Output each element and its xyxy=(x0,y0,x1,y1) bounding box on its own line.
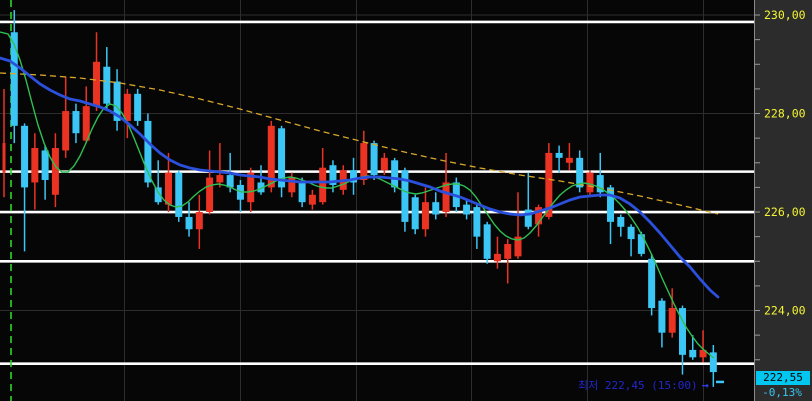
last-price-badge: 222,55 xyxy=(756,371,810,385)
candle-body xyxy=(308,194,316,205)
candle-body xyxy=(678,308,686,355)
candle-body xyxy=(113,81,121,121)
candle-body xyxy=(298,182,306,203)
candle-body xyxy=(236,184,244,200)
candle-body xyxy=(103,66,111,104)
last-price-value: 222,55 xyxy=(763,371,803,384)
candle-body xyxy=(175,172,183,217)
candle-body xyxy=(493,253,501,262)
candle-body xyxy=(51,147,59,195)
candle-body xyxy=(668,308,676,333)
candle-body xyxy=(226,175,234,188)
candle-body xyxy=(504,244,512,259)
price-axis-label: 230,00 xyxy=(764,8,806,22)
candle-body xyxy=(648,258,656,309)
candle-body xyxy=(380,157,388,171)
candle-body xyxy=(319,167,327,203)
candle-body xyxy=(391,160,399,188)
candle-body xyxy=(82,106,90,141)
candle-body xyxy=(154,187,162,203)
candle-body xyxy=(195,212,203,230)
candle-body xyxy=(164,172,172,205)
candle-body xyxy=(627,226,635,240)
price-axis-label: 226,00 xyxy=(764,205,806,219)
candle-body xyxy=(350,170,358,183)
candle-body xyxy=(432,202,440,215)
candle-body xyxy=(586,172,594,193)
candle-body xyxy=(31,147,39,183)
candle-body xyxy=(689,349,697,358)
candle-body xyxy=(555,152,563,158)
candle-body xyxy=(41,150,49,181)
candle-body xyxy=(144,120,152,183)
candle-body xyxy=(709,352,717,373)
candle-body xyxy=(216,175,224,183)
candle-body xyxy=(699,349,707,358)
candle-body xyxy=(401,170,409,222)
price-axis[interactable] xyxy=(755,0,812,401)
candle-body xyxy=(658,300,666,333)
candle-body xyxy=(21,125,29,188)
candle-body xyxy=(134,93,142,121)
candle-body xyxy=(596,175,604,193)
candle-body xyxy=(463,204,471,215)
candle-body xyxy=(607,187,615,222)
candle-body xyxy=(247,172,255,203)
candle-body xyxy=(514,236,522,257)
candle-body xyxy=(329,165,337,185)
session-low-text: 최저 222,45 (15:00) xyxy=(578,379,698,392)
candle-body xyxy=(2,143,6,173)
candle-body xyxy=(278,128,286,188)
candle-body xyxy=(10,32,18,126)
candle-body xyxy=(545,152,553,217)
candle-body xyxy=(473,207,481,237)
candle-body xyxy=(535,207,543,225)
candle-body xyxy=(72,111,80,134)
candle-body xyxy=(637,234,645,254)
candle-body xyxy=(185,216,193,230)
candle-body xyxy=(421,202,429,230)
candle-body xyxy=(524,209,532,227)
candle-body xyxy=(62,111,70,151)
candle-body xyxy=(288,177,296,193)
candle-body xyxy=(257,182,265,193)
candle-body xyxy=(617,216,625,227)
session-low-annotation: 최저 222,45 (15:00) → xyxy=(578,378,709,392)
right-arrow-icon: → xyxy=(701,378,709,392)
candle-body xyxy=(576,157,584,188)
ma-mid-line xyxy=(0,56,720,299)
price-axis-label: 224,00 xyxy=(764,304,806,318)
candle-body xyxy=(411,197,419,230)
candle-body xyxy=(483,224,491,259)
candle-body xyxy=(267,125,275,188)
change-percent-label: -0,13% xyxy=(762,386,802,399)
price-axis-label: 228,00 xyxy=(764,107,806,121)
candle-body xyxy=(370,143,378,176)
candle-body xyxy=(442,182,450,213)
candle-body xyxy=(93,61,101,107)
candle-body xyxy=(360,143,368,181)
candle-body xyxy=(565,157,573,163)
candle-body xyxy=(206,177,214,213)
candle-body xyxy=(123,93,131,121)
